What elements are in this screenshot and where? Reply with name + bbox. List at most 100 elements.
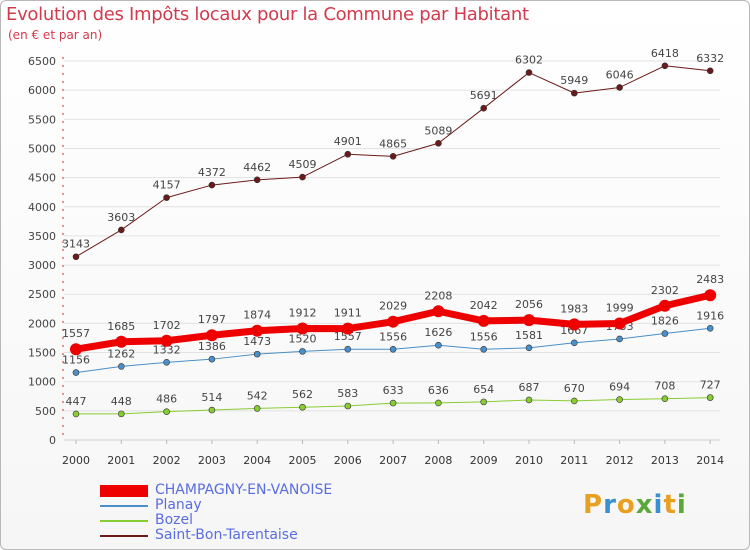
y-tick-label: 0 [49,434,56,447]
data-point [616,84,623,91]
series-bozel: 447 448 486 514 542 562 583 633 636 654 687 670 694 7… [66,379,721,418]
data-label: 1386 [198,340,226,353]
data-point [706,394,714,401]
data-label: 1999 [606,301,634,314]
data-label: 448 [111,395,132,408]
data-label: 514 [201,391,222,404]
data-label: 2029 [379,300,407,313]
legend-label-saint-bon: Saint-Bon-Tarentaise [155,527,298,543]
data-label: 5949 [560,74,588,87]
y-tick-label: 500 [35,405,56,418]
series-line [75,65,711,258]
logo-letter: x [635,490,654,520]
data-point [389,399,397,407]
legend-swatch-bozel [100,520,148,522]
x-tick-label: 2000 [62,454,90,467]
data-point [118,410,125,418]
data-label: 6332 [696,52,724,65]
data-label: 1262 [107,347,135,360]
data-point [706,67,714,75]
data-point [658,299,671,312]
proxiti-logo: Proxiti [583,490,687,520]
data-label: 1797 [198,313,226,326]
data-point [299,348,306,355]
y-tick-label: 2000 [28,317,56,330]
legend-label-champagny: CHAMPAGNY-EN-VANOISE [155,482,333,498]
data-point [253,350,261,358]
data-label: 1874 [243,309,271,322]
data-point [616,396,623,403]
data-label: 1557 [62,327,90,340]
data-point [344,402,352,410]
data-label: 4865 [379,137,407,150]
data-label: 1556 [470,330,498,343]
logo-letter: t [663,490,677,520]
data-point [208,406,216,414]
legend-label-planay: Planay [155,497,202,513]
legend-label-bozel: Bozel [155,512,194,528]
data-label: 5089 [424,124,452,137]
data-point [72,410,80,418]
x-tick-label: 2007 [379,454,407,467]
data-label: 1332 [153,343,181,356]
data-point [704,289,717,302]
data-point [205,329,218,342]
data-label: 2483 [696,273,724,286]
data-point [208,181,216,189]
data-point [299,173,306,181]
x-tick-label: 2002 [153,454,181,467]
data-point [480,398,488,406]
data-label: 4372 [198,166,226,179]
data-point [706,324,714,332]
data-point [435,139,442,147]
data-label: 1557 [334,330,362,343]
data-label: 1473 [243,335,271,348]
x-tick-label: 2006 [334,454,362,467]
data-label: 2302 [651,284,679,297]
data-point [570,339,578,347]
x-tick-label: 2003 [198,454,226,467]
data-label: 3603 [107,211,135,224]
logo-letter: i [653,490,664,520]
data-label: 542 [247,389,268,402]
data-point [389,153,397,160]
data-label: 2208 [424,289,452,302]
data-point [480,104,488,112]
data-label: 4462 [243,161,271,174]
data-point [253,176,261,184]
y-tick-label: 3000 [28,259,56,272]
chart-subtitle: (en € et par an) [8,28,103,42]
data-point [251,324,264,337]
logo-letter: P [583,490,604,520]
data-label: 1581 [515,329,543,342]
data-point [613,317,626,330]
data-label: 1826 [651,315,679,328]
data-label: 1983 [560,302,588,315]
logo-letter: r [603,490,617,520]
y-tick-label: 5000 [28,142,56,155]
data-point [208,355,216,363]
data-point [568,318,581,331]
data-label: 1626 [424,326,452,339]
data-point [72,253,80,261]
data-point [163,194,170,201]
chart-title: Evolution des Impôts locaux pour la Comm… [6,4,529,25]
x-tick-label: 2001 [107,454,135,467]
data-label: 1912 [289,307,317,320]
data-point [523,314,535,327]
data-label: 583 [337,387,358,400]
x-tick-label: 2013 [651,454,679,467]
data-label: 1520 [289,332,317,345]
data-label: 486 [156,393,177,406]
data-point [115,335,128,348]
data-point [70,343,82,356]
data-point [72,369,80,376]
data-point [163,359,170,366]
y-tick-label: 2500 [28,288,56,301]
data-label: 1156 [62,354,90,367]
data-point [480,345,488,353]
data-label: 3143 [62,238,90,251]
x-tick-label: 2010 [515,454,543,467]
logo-letter: i [676,490,687,520]
